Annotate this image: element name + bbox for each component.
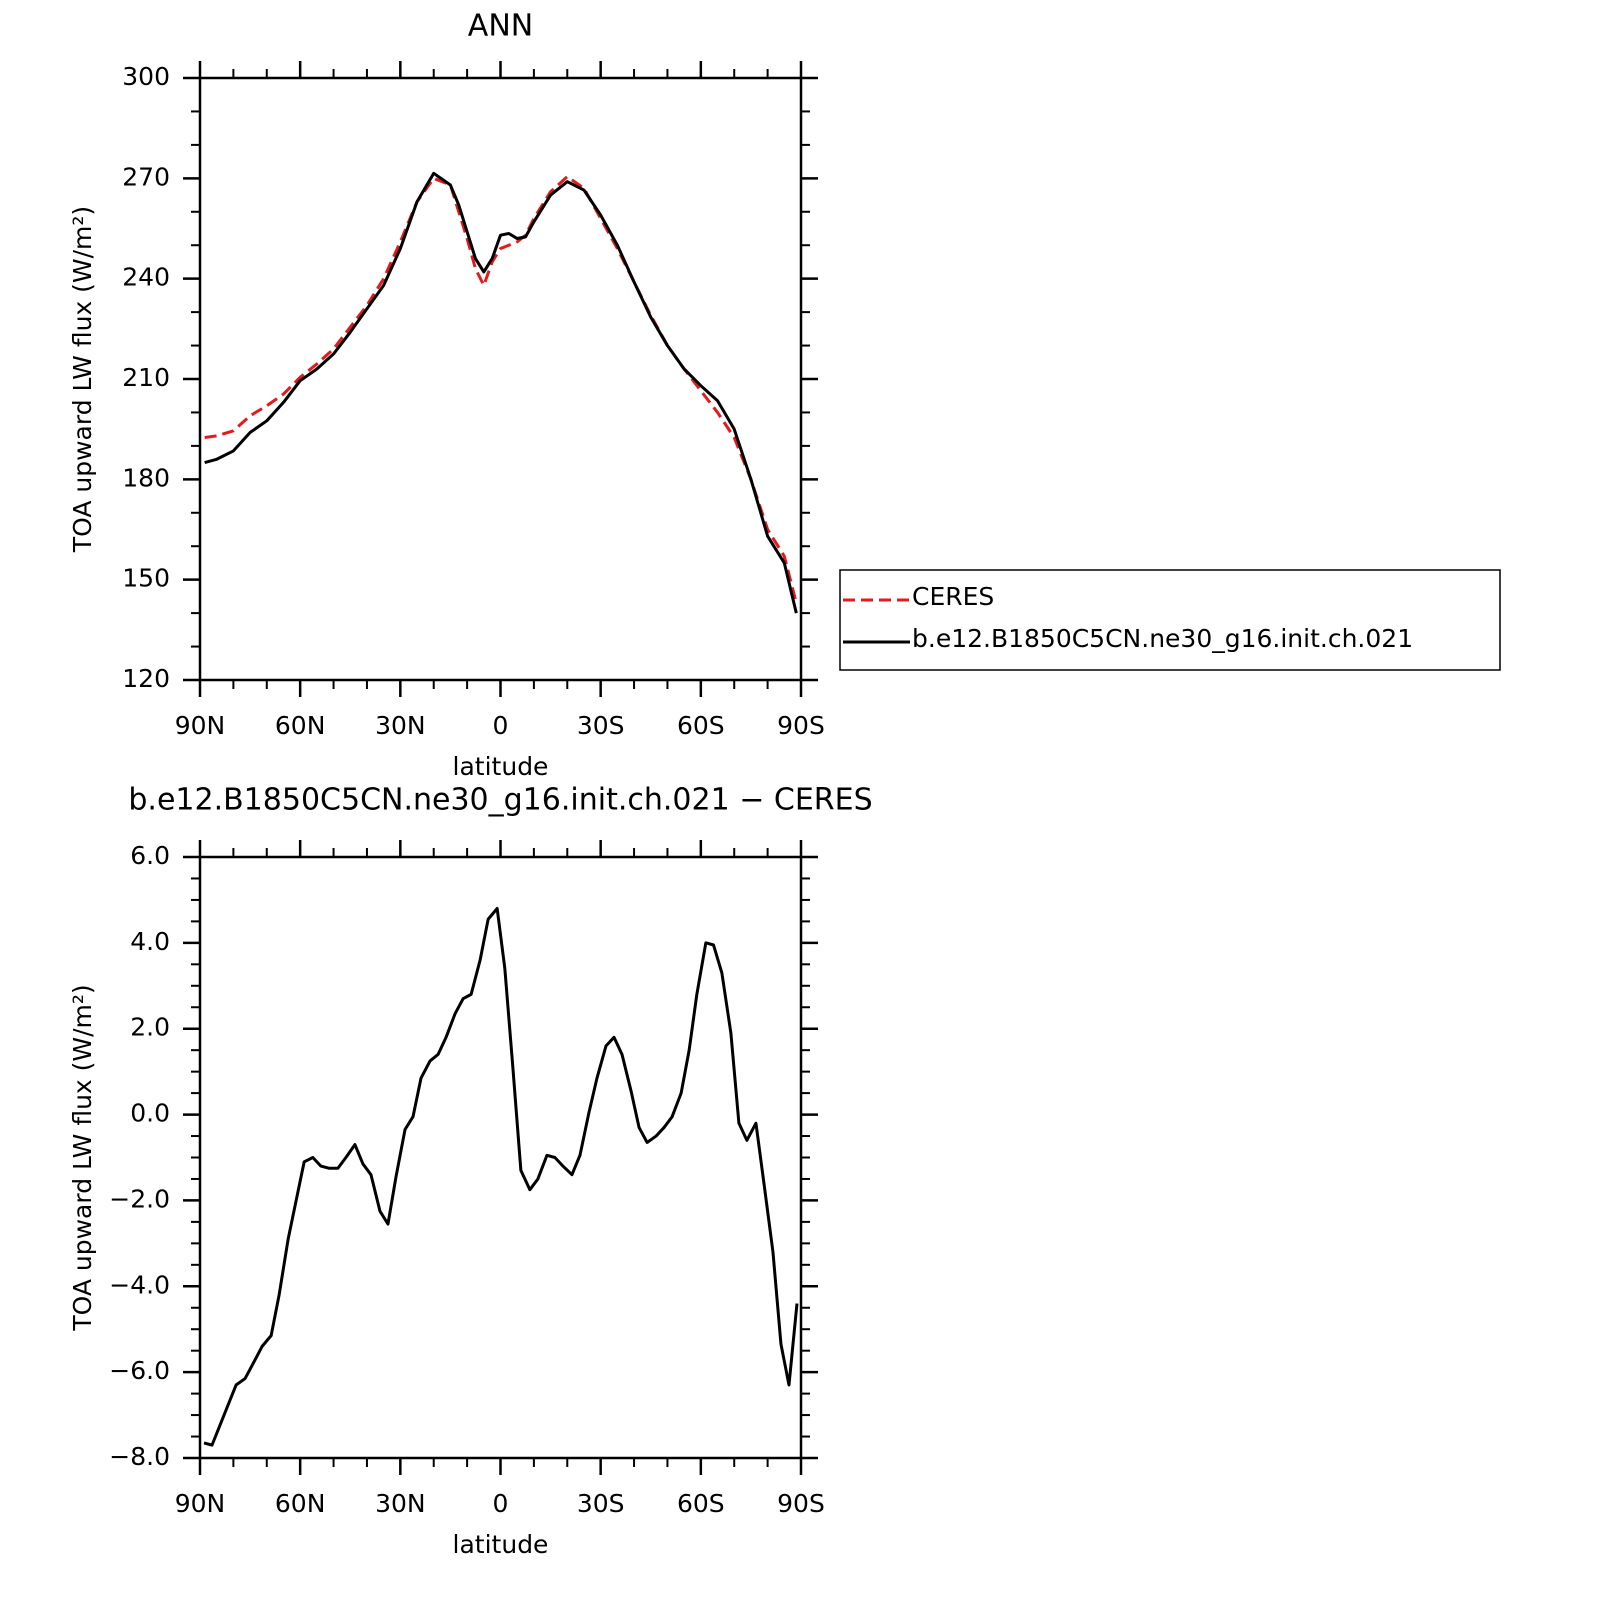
x-tick-label: 30N xyxy=(375,711,426,740)
y-tick-label: 300 xyxy=(122,62,170,91)
y-tick-label: 180 xyxy=(122,463,170,492)
y-axis-label: TOA upward LW flux (W/m²) xyxy=(68,984,97,1331)
y-tick-label: 4.0 xyxy=(130,927,170,956)
y-tick-label: 0.0 xyxy=(130,1099,170,1128)
y-tick-label: 270 xyxy=(122,162,170,191)
data-line xyxy=(204,171,798,614)
legend-label: b.e12.B1850C5CN.ne30_g16.init.ch.021 xyxy=(912,624,1413,653)
x-tick-label: 30S xyxy=(577,711,625,740)
y-tick-label: −6.0 xyxy=(109,1356,170,1385)
x-tick-label: 90N xyxy=(175,711,226,740)
x-tick-label: 60N xyxy=(275,711,326,740)
x-tick-label: 90S xyxy=(777,711,825,740)
y-axis-label: TOA upward LW flux (W/m²) xyxy=(68,206,97,553)
x-tick-label: 0 xyxy=(493,711,509,740)
x-tick-label: 0 xyxy=(493,1489,509,1518)
y-tick-label: 2.0 xyxy=(130,1013,170,1042)
x-tick-label: 60S xyxy=(677,711,725,740)
legend-label: CERES xyxy=(912,582,994,611)
y-tick-label: −2.0 xyxy=(109,1184,170,1213)
chart-title: ANN xyxy=(468,9,533,44)
plot-frame xyxy=(198,855,803,1460)
chart-title: b.e12.B1850C5CN.ne30_g16.init.ch.021 − C… xyxy=(128,783,872,818)
x-axis-label: latitude xyxy=(453,1530,549,1559)
x-tick-label: 90N xyxy=(175,1489,226,1518)
x-tick-label: 60N xyxy=(275,1489,326,1518)
y-tick-label: 150 xyxy=(122,564,170,593)
plot-frame xyxy=(198,76,803,682)
legend-box xyxy=(839,569,1501,671)
y-tick-label: −4.0 xyxy=(109,1270,170,1299)
x-tick-label: 30S xyxy=(577,1489,625,1518)
x-tick-label: 90S xyxy=(777,1489,825,1518)
y-tick-label: 240 xyxy=(122,263,170,292)
y-tick-label: 210 xyxy=(122,363,170,392)
x-tick-label: 60S xyxy=(677,1489,725,1518)
x-tick-label: 30N xyxy=(375,1489,426,1518)
y-tick-label: −8.0 xyxy=(109,1442,170,1471)
y-tick-label: 120 xyxy=(122,664,170,693)
y-tick-label: 6.0 xyxy=(130,841,170,870)
data-line xyxy=(203,907,799,1447)
x-axis-label: latitude xyxy=(453,752,549,781)
